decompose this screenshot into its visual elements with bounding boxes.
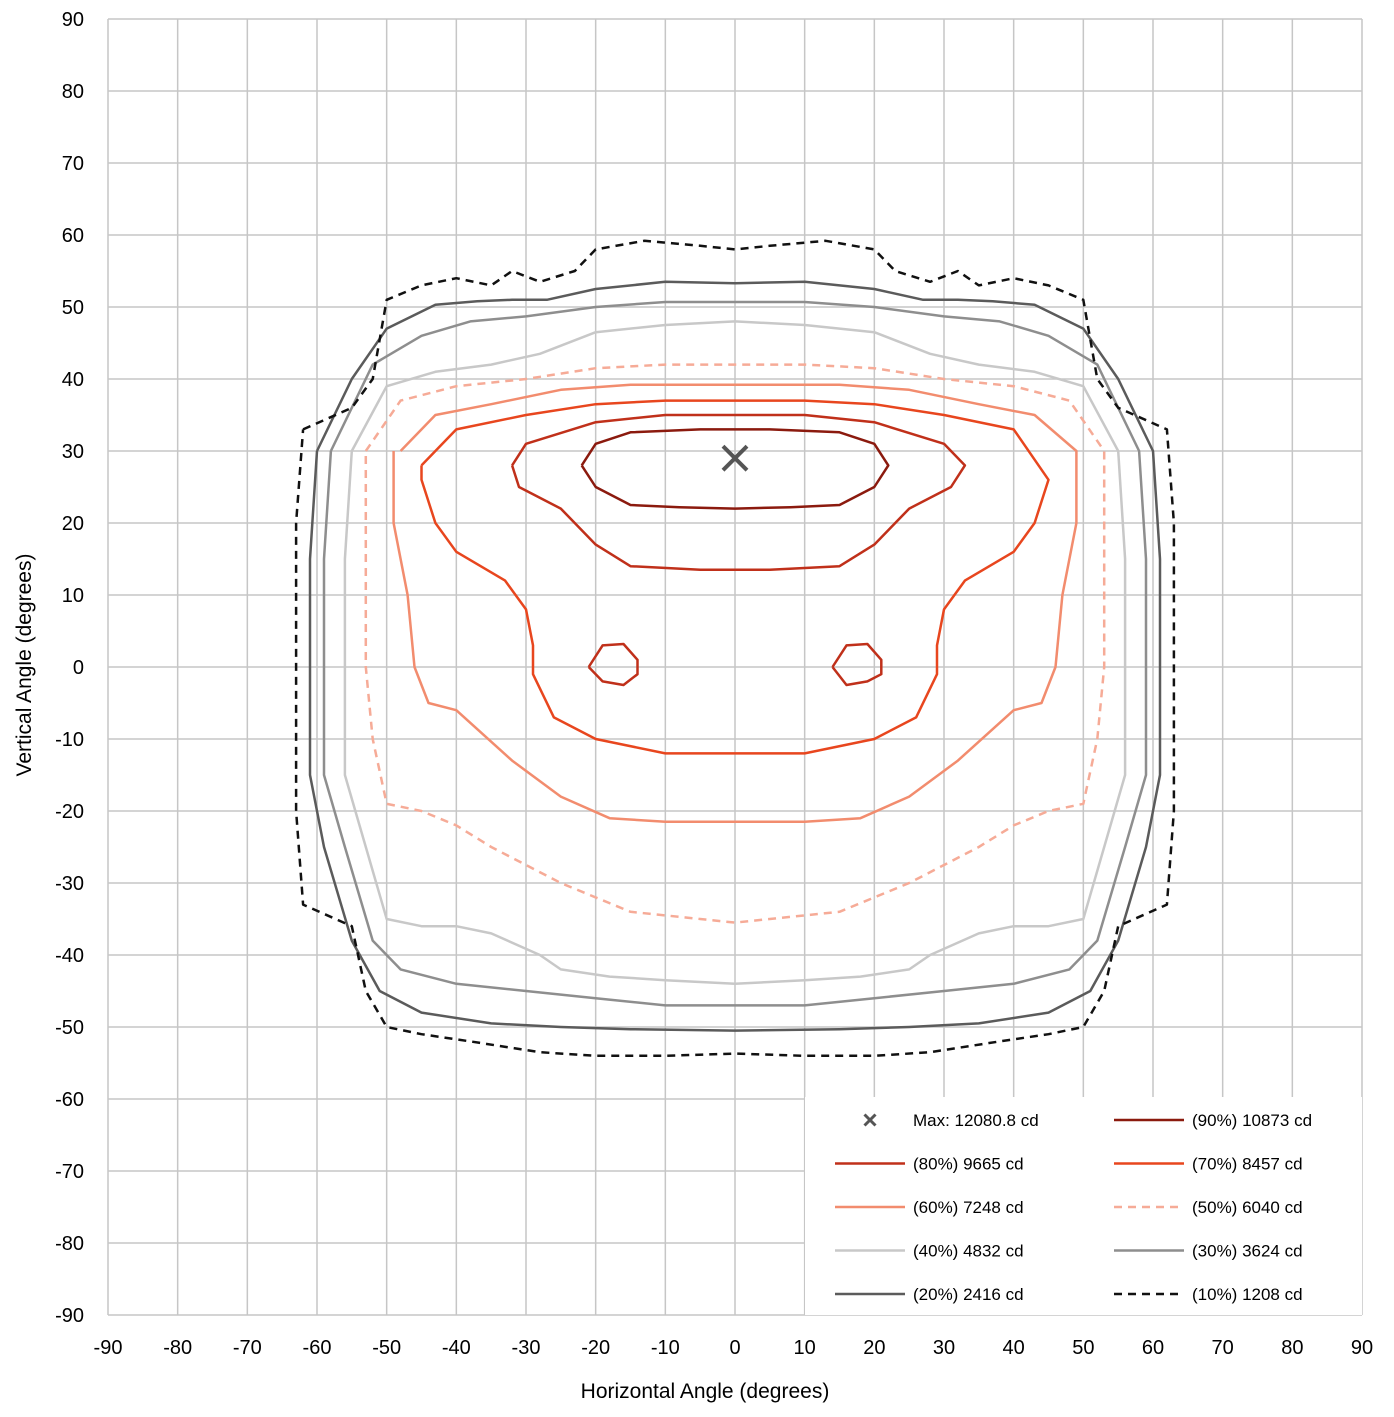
x-tick-label: -40 bbox=[442, 1337, 471, 1359]
legend-label: (10%) 1208 cd bbox=[1192, 1285, 1303, 1304]
legend-item: (70%) 8457 cd bbox=[1114, 1155, 1303, 1174]
y-tick-label: 70 bbox=[62, 153, 84, 175]
max-marker bbox=[721, 444, 749, 472]
legend-item: Max: 12080.8 cd bbox=[863, 1111, 1039, 1130]
y-tick-label: -70 bbox=[55, 1161, 84, 1183]
x-tick-label: 0 bbox=[729, 1337, 740, 1359]
y-tick-label: -80 bbox=[55, 1233, 84, 1255]
y-tick-label: -60 bbox=[55, 1089, 84, 1111]
y-tick-label: -40 bbox=[55, 945, 84, 967]
isocandela-contour bbox=[294, 239, 1176, 1058]
y-tick-label: 30 bbox=[62, 441, 84, 463]
x-tick-label: 40 bbox=[1003, 1337, 1025, 1359]
x-tick-label: -50 bbox=[372, 1337, 401, 1359]
y-tick-label: -20 bbox=[55, 801, 84, 823]
y-tick-label: 60 bbox=[62, 225, 84, 247]
isocandela-contour bbox=[308, 280, 1162, 1032]
x-tick-label: -80 bbox=[163, 1337, 192, 1359]
legend-label: (40%) 4832 cd bbox=[913, 1242, 1024, 1261]
x-tick-label: 70 bbox=[1212, 1337, 1234, 1359]
x-tick-label: 10 bbox=[794, 1337, 816, 1359]
y-tick-label: 50 bbox=[62, 297, 84, 319]
legend-label: Max: 12080.8 cd bbox=[913, 1111, 1039, 1130]
x-tick-label: -20 bbox=[581, 1337, 610, 1359]
y-tick-label: 40 bbox=[62, 369, 84, 391]
isocandela-contour bbox=[392, 383, 1078, 824]
isocandela-contour bbox=[322, 300, 1148, 1007]
y-tick-label: -10 bbox=[55, 729, 84, 751]
x-tick-label: 20 bbox=[863, 1337, 885, 1359]
isocandela-contour bbox=[364, 363, 1106, 924]
isocandela-contour bbox=[831, 642, 883, 687]
legend-item: (50%) 6040 cd bbox=[1114, 1198, 1303, 1217]
x-tick-label: -60 bbox=[303, 1337, 332, 1359]
legend-label: (70%) 8457 cd bbox=[1192, 1155, 1303, 1174]
y-tick-label: 80 bbox=[62, 81, 84, 103]
x-tick-label: -10 bbox=[651, 1337, 680, 1359]
isocandela-contour bbox=[420, 399, 1050, 755]
isocandela-contour bbox=[587, 642, 639, 687]
isocandela-contour bbox=[580, 428, 890, 510]
isocandela-contour bbox=[510, 413, 967, 572]
x-tick-label: 60 bbox=[1142, 1337, 1164, 1359]
x-tick-label: -90 bbox=[94, 1337, 123, 1359]
y-tick-label: 20 bbox=[62, 513, 84, 535]
y-axis-title: Vertical Angle (degrees) bbox=[13, 554, 36, 777]
legend-label: (50%) 6040 cd bbox=[1192, 1198, 1303, 1217]
legend-item: (60%) 7248 cd bbox=[835, 1198, 1024, 1217]
legend-item: (20%) 2416 cd bbox=[835, 1285, 1024, 1304]
series-lines bbox=[294, 239, 1176, 1058]
legend-label: (60%) 7248 cd bbox=[913, 1198, 1024, 1217]
y-tick-label: 90 bbox=[62, 9, 84, 31]
legend-item: (30%) 3624 cd bbox=[1114, 1242, 1303, 1261]
legend-label: (80%) 9665 cd bbox=[913, 1155, 1024, 1174]
legend: Max: 12080.8 cd (90%) 10873 cd (80%) 9665 … bbox=[805, 1097, 1362, 1315]
x-tick-label: -30 bbox=[512, 1337, 541, 1359]
legend-item: (40%) 4832 cd bbox=[835, 1242, 1024, 1261]
legend-item: (90%) 10873 cd bbox=[1114, 1111, 1312, 1130]
y-tick-label: -50 bbox=[55, 1017, 84, 1039]
legend-label: (20%) 2416 cd bbox=[913, 1285, 1024, 1304]
legend-label: (30%) 3624 cd bbox=[1192, 1242, 1303, 1261]
x-tick-label: 50 bbox=[1072, 1337, 1094, 1359]
x-tick-label: 30 bbox=[933, 1337, 955, 1359]
y-tick-label: 10 bbox=[62, 585, 84, 607]
x-axis-title: Horizontal Angle (degrees) bbox=[581, 1380, 830, 1403]
legend-item: (10%) 1208 cd bbox=[1114, 1285, 1303, 1304]
legend-label: (90%) 10873 cd bbox=[1192, 1111, 1312, 1130]
y-tick-label: -30 bbox=[55, 873, 84, 895]
legend-swatch bbox=[863, 1113, 877, 1127]
max-marker-layer bbox=[721, 444, 749, 472]
tick-labels: -90 -80 -70 -60 -50 -40 -30 -20 -10 0 10 20 30 40 50 60… bbox=[55, 9, 1373, 1359]
y-tick-label: -90 bbox=[55, 1305, 84, 1327]
x-tick-label: 90 bbox=[1351, 1337, 1373, 1359]
x-tick-label: 80 bbox=[1281, 1337, 1303, 1359]
isocandela-contour bbox=[343, 320, 1127, 986]
x-tick-label: -70 bbox=[233, 1337, 262, 1359]
y-tick-label: 0 bbox=[73, 657, 84, 679]
legend-item: (80%) 9665 cd bbox=[835, 1155, 1024, 1174]
